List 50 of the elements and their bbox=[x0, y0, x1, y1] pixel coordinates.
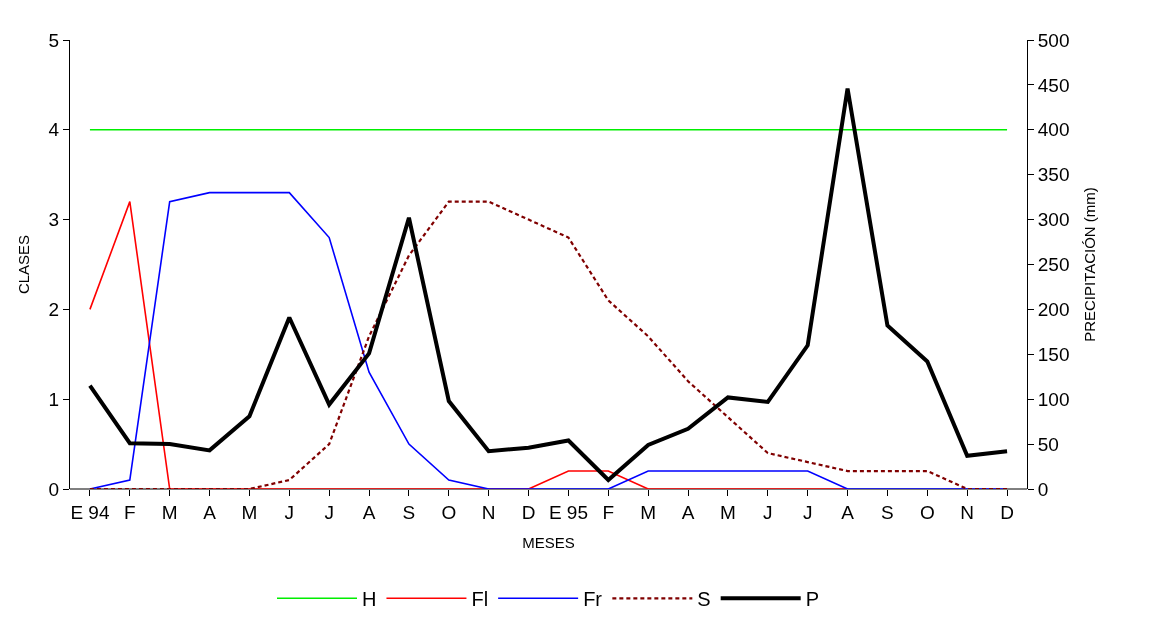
y2-tick-label: 50 bbox=[1037, 433, 1059, 455]
line-series bbox=[87, 86, 1010, 483]
x-tick-label: D bbox=[521, 501, 536, 523]
y-tick-label: 3 bbox=[48, 209, 60, 231]
x-tick-label: J bbox=[763, 501, 773, 523]
x-tick-label: J bbox=[324, 501, 334, 523]
x-tick-label: D bbox=[1000, 501, 1014, 523]
y2-tick-label: 450 bbox=[1037, 74, 1070, 96]
x-tick-label: J bbox=[802, 501, 813, 523]
y-tick-label: 0 bbox=[48, 478, 60, 500]
y-axis-title: CLASES bbox=[14, 234, 32, 295]
y2-tick-label: 200 bbox=[1037, 299, 1070, 321]
x-tick-label: A bbox=[681, 501, 695, 523]
y-tick-label: 5 bbox=[48, 29, 60, 51]
y2-tick-label: 400 bbox=[1037, 119, 1070, 141]
x-tick-label: S bbox=[881, 501, 894, 523]
y-tick-label: 1 bbox=[48, 388, 60, 410]
x-tick-label: M bbox=[161, 501, 178, 523]
y2-tick-label: 500 bbox=[1037, 29, 1070, 51]
legend-label: Fr bbox=[583, 588, 603, 611]
y2-tick-label: 0 bbox=[1037, 478, 1049, 500]
x-tick-label: M bbox=[241, 501, 258, 523]
x-tick-label: A bbox=[362, 501, 376, 523]
legend-label: Fl bbox=[471, 588, 489, 611]
x-tick-label: N bbox=[960, 501, 975, 523]
y2-axis-title: PRECIPITACIÓN (mm) bbox=[1080, 187, 1098, 342]
x-tick-label: J bbox=[284, 501, 295, 523]
y2-tick-label: 150 bbox=[1037, 343, 1070, 365]
x-tick-label: O bbox=[919, 501, 935, 523]
legend-label: H bbox=[362, 588, 377, 611]
x-tick-label: A bbox=[841, 501, 855, 523]
x-tick-label: E 95 bbox=[548, 501, 588, 523]
legend-label: S bbox=[697, 588, 711, 611]
y2-tick-label: 300 bbox=[1037, 209, 1070, 231]
y2-tick-label: 350 bbox=[1037, 164, 1070, 186]
y-tick-label: 4 bbox=[48, 119, 60, 141]
x-tick-label: A bbox=[203, 501, 217, 523]
y-tick-label: 2 bbox=[48, 299, 60, 321]
x-tick-label: F bbox=[602, 501, 615, 523]
x-tick-label: F bbox=[124, 501, 136, 523]
y2-tick-label: 100 bbox=[1037, 388, 1070, 410]
x-tick-label: N bbox=[481, 501, 496, 523]
x-tick-label: O bbox=[441, 501, 457, 523]
x-tick-label: E 94 bbox=[70, 501, 110, 523]
legend-label: P bbox=[805, 588, 820, 611]
x-tick-label: S bbox=[402, 501, 416, 523]
x-tick-label: M bbox=[720, 501, 736, 523]
x-tick-label: M bbox=[640, 501, 657, 523]
x-axis-title: MESES bbox=[522, 533, 575, 551]
y2-tick-label: 250 bbox=[1037, 254, 1070, 276]
